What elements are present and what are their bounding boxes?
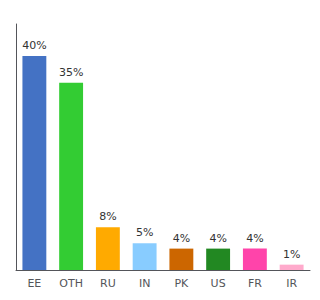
svg-text:IN: IN (139, 277, 150, 290)
svg-text:PK: PK (174, 277, 189, 290)
svg-text:35%: 35% (59, 66, 83, 79)
svg-text:5%: 5% (136, 226, 153, 239)
svg-text:OTH: OTH (59, 277, 83, 290)
svg-text:40%: 40% (22, 39, 46, 52)
svg-text:1%: 1% (283, 248, 300, 261)
svg-text:IR: IR (286, 277, 297, 290)
svg-text:RU: RU (100, 277, 116, 290)
svg-text:FR: FR (248, 277, 262, 290)
svg-text:8%: 8% (99, 210, 116, 223)
svg-text:4%: 4% (173, 232, 190, 245)
svg-text:US: US (211, 277, 226, 290)
svg-text:EE: EE (27, 277, 41, 290)
svg-text:4%: 4% (209, 232, 226, 245)
svg-text:4%: 4% (246, 232, 263, 245)
